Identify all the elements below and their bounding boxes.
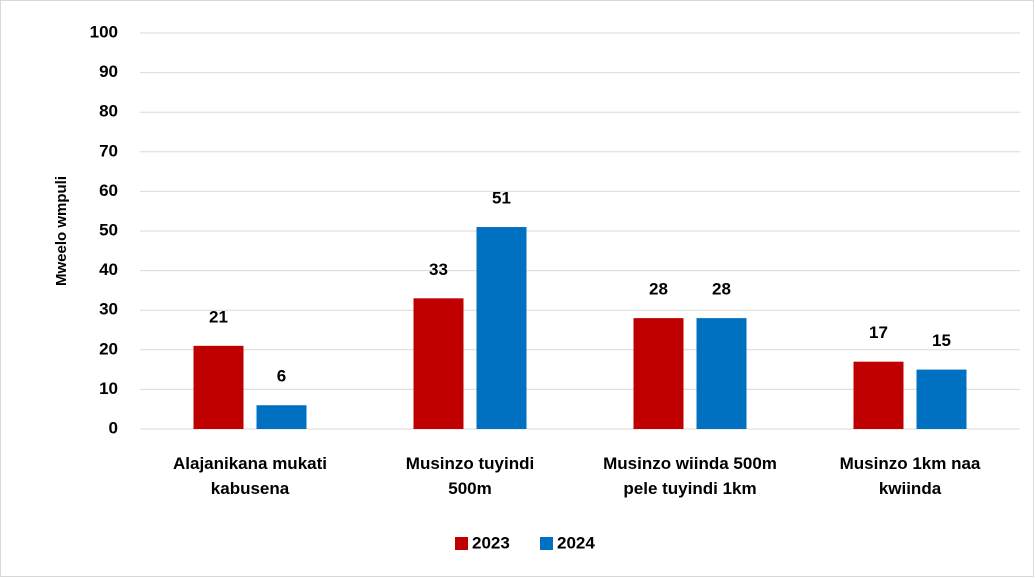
y-tick-label: 40 xyxy=(99,260,118,279)
data-label: 17 xyxy=(869,323,888,342)
data-label: 28 xyxy=(712,280,731,299)
x-tick-label: Musinzo wiinda 500m pele tuyindi 1km xyxy=(603,454,777,498)
y-tick-label: 20 xyxy=(99,339,118,358)
bar xyxy=(193,345,244,429)
bar xyxy=(413,298,464,429)
y-tick-label: 90 xyxy=(99,62,118,81)
data-label: 28 xyxy=(649,280,668,299)
x-tick-label-line: Musinzo tuyindi xyxy=(406,454,534,473)
x-tick-label: Alajanikana mukati kabusena xyxy=(173,454,327,498)
bar xyxy=(476,227,527,429)
data-label: 6 xyxy=(277,367,286,386)
y-tick-label: 70 xyxy=(99,141,118,160)
legend-swatch xyxy=(540,537,553,550)
y-tick-label: 0 xyxy=(109,418,118,437)
legend-swatch xyxy=(455,537,468,550)
legend-label: 2023 xyxy=(472,533,510,552)
x-tick-label-line: Alajanikana mukati xyxy=(173,454,327,473)
y-tick-label: 80 xyxy=(99,102,118,121)
x-tick-label-line: pele tuyindi 1km xyxy=(623,479,756,498)
bar xyxy=(696,318,747,429)
y-tick-label: 30 xyxy=(99,300,118,319)
bar xyxy=(256,405,307,429)
y-tick-label: 10 xyxy=(99,379,118,398)
data-label: 33 xyxy=(429,260,448,279)
bar xyxy=(633,318,684,429)
data-label: 21 xyxy=(209,307,228,326)
y-tick-label: 60 xyxy=(99,181,118,200)
legend-label: 2024 xyxy=(557,533,595,552)
y-axis-label: Mweelo wmpuli xyxy=(53,176,70,286)
x-tick-label-line: Musinzo wiinda 500m xyxy=(603,454,777,473)
data-label: 15 xyxy=(932,331,951,350)
data-label: 51 xyxy=(492,189,511,208)
x-tick-label-line: kabusena xyxy=(211,479,290,498)
y-tick-label: 50 xyxy=(99,220,118,239)
x-tick-label-line: Musinzo 1km naa xyxy=(840,454,981,473)
y-tick-label: 100 xyxy=(90,22,118,41)
x-tick-label-line: 500m xyxy=(448,479,491,498)
x-tick-label-line: kwiinda xyxy=(879,479,942,498)
x-tick-label: Musinzo 1km naa kwiinda xyxy=(840,454,981,498)
x-tick-label: Musinzo tuyindi 500m xyxy=(406,454,534,498)
bar xyxy=(916,369,967,429)
bar xyxy=(853,361,904,429)
